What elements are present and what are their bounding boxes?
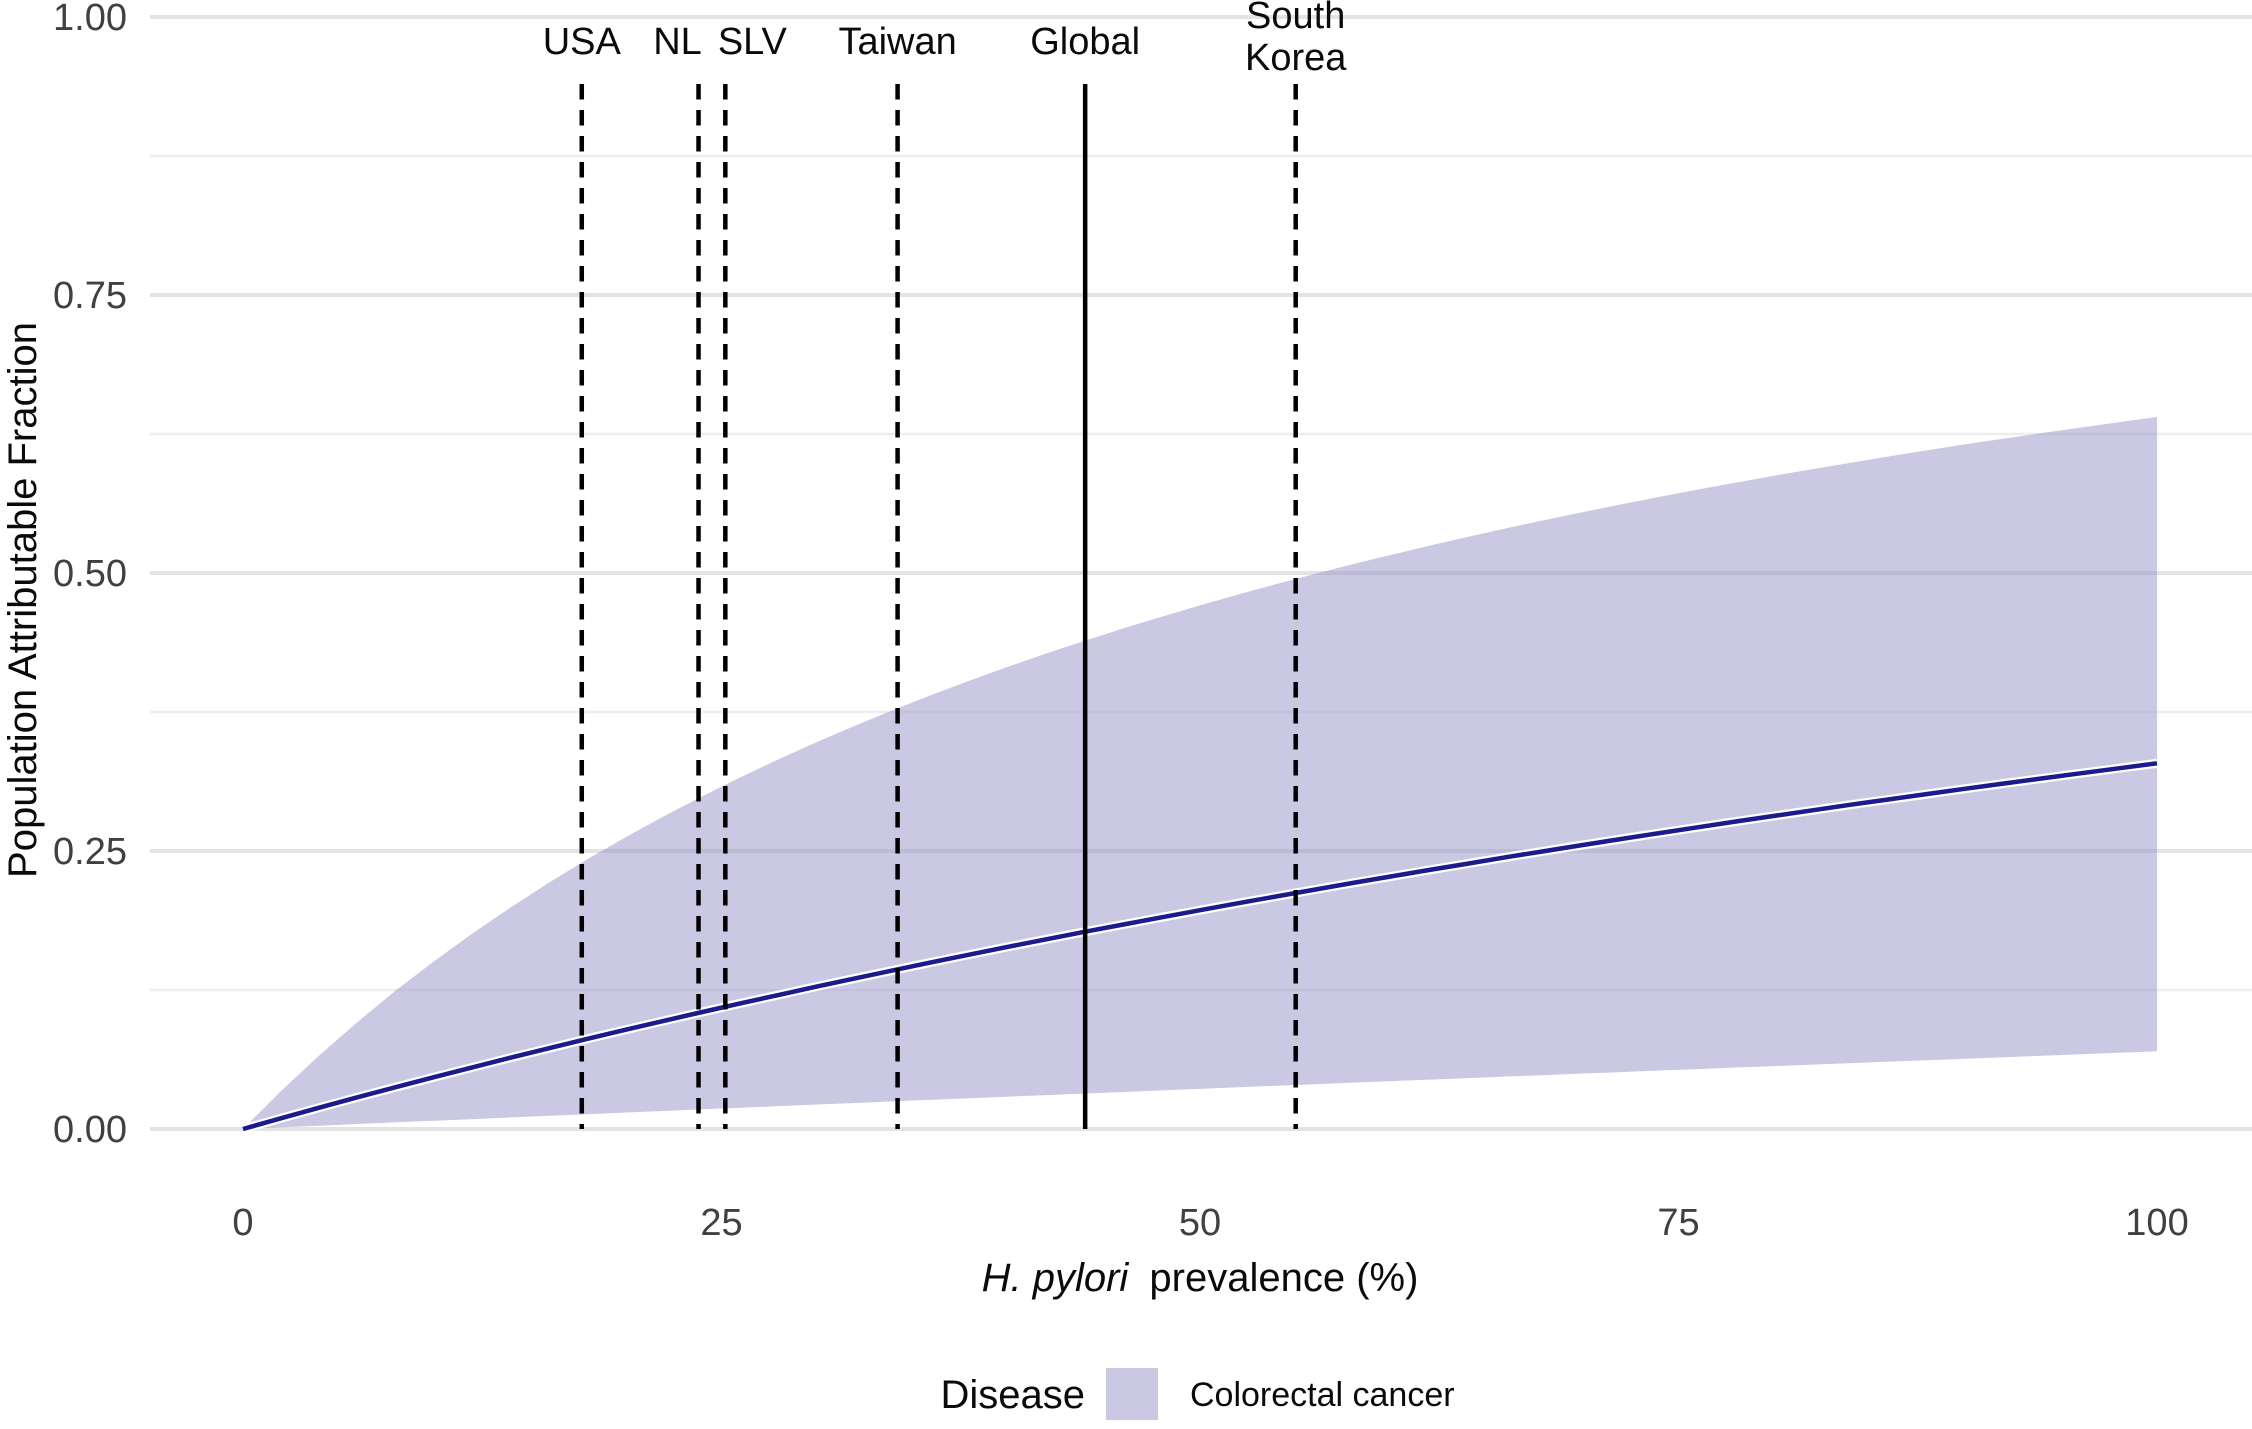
y-axis-tick-labels: 0.00 0.25 0.50 0.75 1.00 xyxy=(53,0,127,1151)
x-tick-25: 25 xyxy=(700,1202,742,1244)
confidence-ribbon-area xyxy=(243,417,2157,1129)
y-tick-0.00: 0.00 xyxy=(53,1109,127,1151)
x-tick-75: 75 xyxy=(1657,1202,1699,1244)
legend: Disease Colorectal cancer xyxy=(940,1368,1455,1420)
x-tick-100: 100 xyxy=(2125,1202,2188,1244)
vline-label-usa: USA xyxy=(543,21,622,63)
legend-title: Disease xyxy=(940,1373,1085,1417)
confidence-ribbon xyxy=(243,417,2157,1129)
vline-label-south-korea: South Korea xyxy=(1245,0,1347,79)
y-tick-0.50: 0.50 xyxy=(53,553,127,595)
vline-label-slv: SLV xyxy=(718,21,788,63)
x-axis-title-rest: prevalence (%) xyxy=(1149,1256,1418,1300)
vline-label-taiwan: Taiwan xyxy=(838,21,956,63)
y-tick-0.75: 0.75 xyxy=(53,275,127,317)
vline-label-nl: NL xyxy=(653,21,702,63)
legend-swatch xyxy=(1106,1368,1158,1420)
y-tick-1.00: 1.00 xyxy=(53,0,127,39)
vline-label-global: Global xyxy=(1030,21,1140,63)
paf-center-line xyxy=(241,758,2158,1134)
x-axis-tick-labels: 0 25 50 75 100 xyxy=(232,1202,2188,1244)
x-tick-50: 50 xyxy=(1179,1202,1221,1244)
legend-item-label: Colorectal cancer xyxy=(1190,1376,1455,1414)
x-axis-title: H. pylori prevalence (%) xyxy=(982,1256,1419,1300)
paf-line xyxy=(242,761,2158,1132)
x-tick-0: 0 xyxy=(232,1202,253,1244)
y-tick-0.25: 0.25 xyxy=(53,831,127,873)
reference-lines xyxy=(579,84,1298,1129)
reference-line-labels: USA NL SLV Taiwan Global South Korea xyxy=(543,0,1348,79)
y-axis-title: Population Attributable Fraction xyxy=(1,322,45,878)
x-axis-title-italic: H. pylori xyxy=(982,1256,1130,1300)
